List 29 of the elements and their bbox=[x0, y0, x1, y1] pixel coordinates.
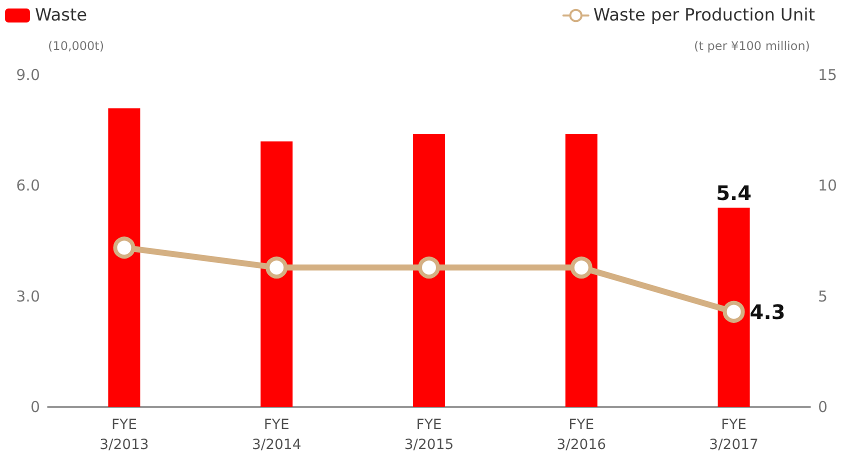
y2-tick-label: 10 bbox=[818, 176, 838, 195]
y2-axis-title: (t per ¥100 million) bbox=[694, 39, 810, 53]
y-axis-title: (10,000t) bbox=[48, 39, 104, 53]
legend-label: Waste bbox=[35, 6, 88, 26]
bar bbox=[108, 108, 140, 407]
legend-label: Waste per Production Unit bbox=[593, 6, 816, 26]
y-tick-label: 0 bbox=[30, 398, 40, 416]
x-tick-label: FYE 3/2015 bbox=[404, 417, 454, 453]
y2-tick-label: 5 bbox=[818, 287, 828, 306]
data-label: 4.3 bbox=[750, 300, 786, 324]
point bbox=[418, 256, 440, 279]
y-tick-label: 9.0 bbox=[16, 66, 40, 84]
y2-tick-label: 15 bbox=[818, 66, 838, 84]
x-tick-label: FYE 3/2016 bbox=[556, 417, 606, 453]
bar bbox=[718, 208, 750, 407]
bar bbox=[260, 141, 293, 407]
point bbox=[113, 236, 136, 259]
x-tick-label: FYE 3/2017 bbox=[709, 417, 758, 453]
bar bbox=[565, 134, 598, 407]
point bbox=[722, 300, 745, 323]
point bbox=[266, 256, 288, 279]
y2-tick-label: 0 bbox=[818, 398, 828, 416]
x-tick-label: FYE 3/2013 bbox=[100, 417, 149, 453]
x-tick-label: FYE 3/2014 bbox=[252, 417, 302, 453]
y-tick-label: 6.0 bbox=[16, 176, 40, 195]
bar bbox=[413, 134, 445, 407]
point bbox=[570, 256, 592, 279]
data-label: 5.4 bbox=[716, 180, 752, 205]
y-tick-label: 3.0 bbox=[16, 287, 40, 306]
